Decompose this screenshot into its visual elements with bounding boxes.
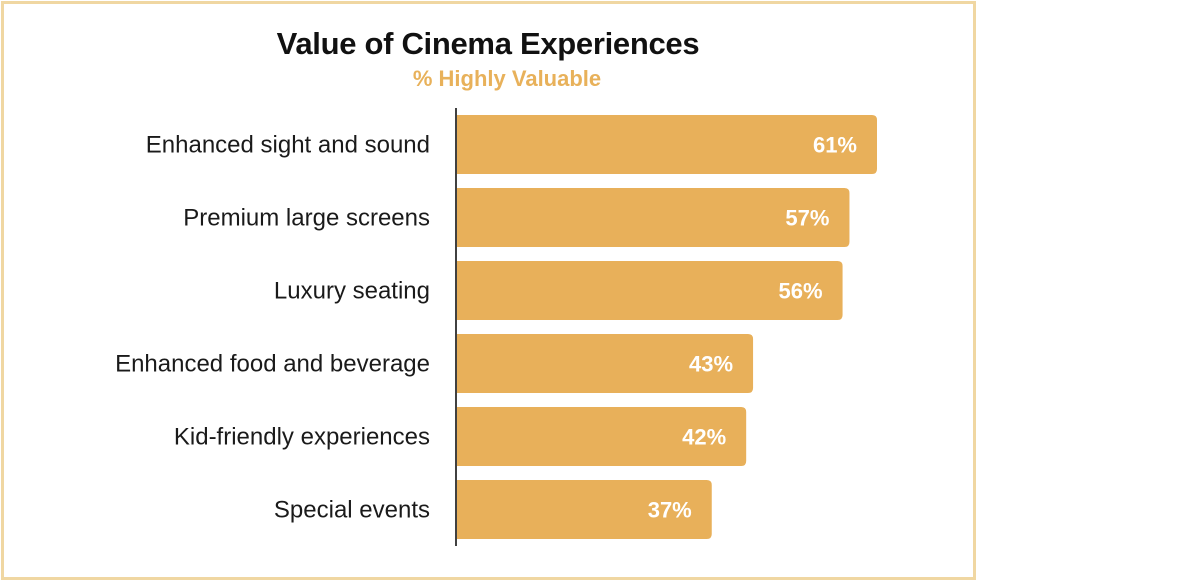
category-label: Special events: [274, 497, 430, 524]
data-label: 43%: [689, 352, 733, 377]
bar: [457, 407, 747, 466]
category-label: Enhanced food and beverage: [115, 351, 430, 378]
category-label: Premium large screens: [183, 205, 430, 232]
category-label: Luxury seating: [274, 278, 430, 305]
category-label: Enhanced sight and sound: [146, 132, 430, 159]
data-label: 42%: [682, 425, 726, 450]
bar: [457, 115, 877, 174]
data-label: 57%: [785, 206, 829, 231]
bar: [457, 188, 850, 247]
data-label: 61%: [813, 133, 857, 158]
bar: [457, 261, 843, 320]
chart-title: Value of Cinema Experiences: [276, 26, 700, 61]
data-label: 37%: [648, 498, 692, 523]
bar: [457, 480, 712, 539]
data-label: 56%: [779, 279, 823, 304]
bar: [457, 334, 754, 393]
category-label: Kid-friendly experiences: [174, 424, 430, 451]
chart-subtitle: % Highly Valuable: [412, 66, 602, 91]
